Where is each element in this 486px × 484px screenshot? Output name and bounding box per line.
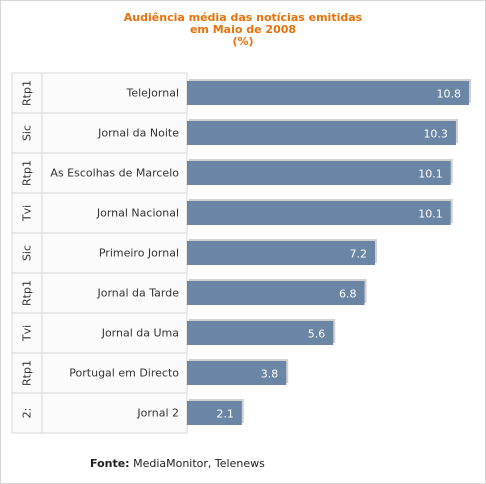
chart-title-line-3: (%): [232, 35, 254, 48]
category-label: Primeiro Jornal: [99, 247, 179, 260]
value-label: 3.8: [261, 368, 279, 381]
source-note: Fonte: MediaMonitor, Telenews: [90, 457, 265, 470]
channel-label: Rtp1: [21, 360, 34, 386]
chart-title-line-1: Audiência média das notícias emitidas: [123, 11, 363, 24]
category-panel: [11, 72, 188, 434]
value-label: 7.2: [350, 248, 368, 261]
category-label: Jornal da Uma: [101, 327, 179, 340]
category-label: Jornal 2: [136, 407, 179, 420]
value-label: 10.1: [418, 168, 443, 181]
category-label: TeleJornal: [125, 87, 179, 100]
bar: [187, 401, 242, 425]
category-label: As Escolhas de Marcelo: [50, 167, 179, 180]
channel-label: Tvi: [21, 205, 34, 222]
channel-label: 2:: [21, 408, 34, 419]
bar: [187, 121, 456, 145]
bar: [187, 241, 375, 265]
bar: [187, 361, 287, 385]
source-text: MediaMonitor, Telenews: [133, 457, 265, 470]
value-label: 6.8: [339, 288, 357, 301]
channel-label: Sic: [21, 125, 34, 141]
category-label: Portugal em Directo: [69, 367, 179, 380]
channel-label: Sic: [21, 245, 34, 261]
channel-label: Rtp1: [21, 80, 34, 106]
category-label: Jornal Nacional: [96, 207, 179, 220]
bar: [187, 281, 365, 305]
channel-label: Rtp1: [21, 280, 34, 306]
value-label: 10.3: [423, 128, 448, 141]
category-label: Jornal da Tarde: [96, 287, 179, 300]
chart-title-line-2: em Maio de 2008: [189, 23, 297, 36]
bar: [187, 321, 334, 345]
bar: [187, 161, 451, 185]
bar: [187, 81, 469, 105]
category-label: Jornal da Noite: [97, 127, 179, 140]
channel-label: Rtp1: [21, 160, 34, 186]
chart-title: Audiência média das notícias emitidas em…: [0, 12, 486, 48]
value-label: 10.1: [418, 208, 443, 221]
value-label: 2.1: [216, 408, 234, 421]
bar: [187, 201, 451, 225]
value-label: 5.6: [308, 328, 326, 341]
source-label: Fonte:: [90, 457, 130, 470]
value-label: 10.8: [437, 88, 462, 101]
channel-label: Tvi: [21, 325, 34, 342]
